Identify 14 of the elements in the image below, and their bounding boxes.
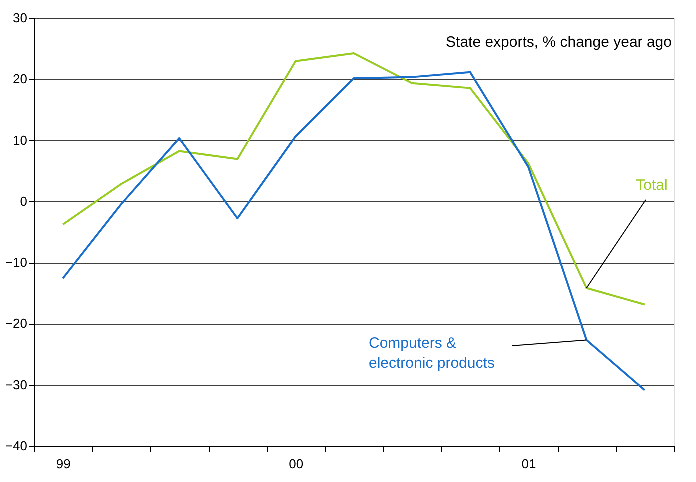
y-tick-label: 20 [13, 72, 28, 87]
y-tick-label: 0 [20, 194, 28, 209]
y-tick-label: 30 [13, 10, 28, 26]
x-tick-label: 01 [522, 456, 536, 472]
text: Computers & electronic products [369, 335, 495, 372]
y-tick-label: 10 [13, 132, 28, 148]
text: Total [636, 177, 668, 194]
y-tick-label: −20 [5, 316, 28, 332]
x-tick-label: 00 [289, 456, 304, 472]
y-tick-label: −10 [5, 255, 28, 270]
y-tick-label: −40 [5, 438, 28, 454]
x-tick-label: 99 [56, 456, 71, 472]
y-tick-label: −30 [5, 377, 28, 392]
annotation: State exports, % change year ago [446, 34, 672, 51]
